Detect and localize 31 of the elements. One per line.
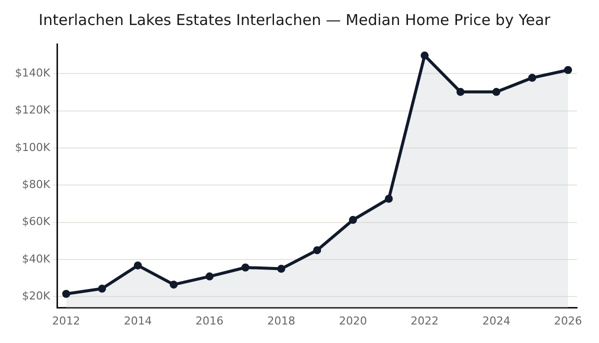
point [98,284,106,293]
x-tick-label: 2026 [554,314,582,328]
point [313,246,322,254]
point [206,272,214,280]
x-tick-label: 2012 [52,314,80,328]
point [241,263,250,272]
point [348,216,357,224]
chart-title: Interlachen Lakes Estates Interlachen — Median Home Price by Year [38,10,552,29]
point [528,74,536,82]
point [277,264,286,273]
point [492,88,500,96]
x-tick-label: 2016 [196,314,224,328]
x-tick-label: 2018 [267,314,296,328]
point [420,52,429,60]
x-tick-label: 2020 [338,314,367,328]
x-tick-label: 2024 [482,314,510,328]
point [384,194,393,203]
point [134,261,142,270]
y-tick-label: $80K [22,178,51,192]
y-tick-label: $20K [22,290,51,303]
x-tick-label: 2022 [410,314,439,328]
x-tick-label: 2014 [124,314,152,328]
point [170,280,178,289]
y-tick-label: $40K [22,252,51,266]
y-tick-label: $140K [14,66,51,80]
y-tick-label: $60K [22,215,51,228]
point [564,66,572,74]
y-tick-label: $100K [14,140,51,154]
y-tick-label: $120K [14,104,51,117]
point [62,290,70,298]
point [456,88,464,96]
